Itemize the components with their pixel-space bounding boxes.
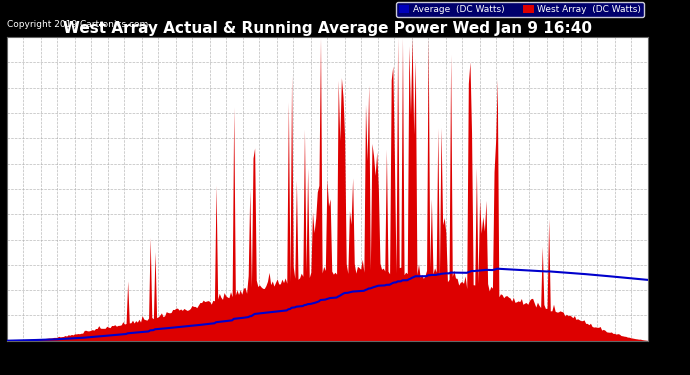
Text: Copyright 2019 Cartronics.com: Copyright 2019 Cartronics.com [7, 21, 148, 30]
Legend: Average  (DC Watts), West Array  (DC Watts): Average (DC Watts), West Array (DC Watts… [396, 2, 644, 16]
Title: West Array Actual & Running Average Power Wed Jan 9 16:40: West Array Actual & Running Average Powe… [63, 21, 592, 36]
